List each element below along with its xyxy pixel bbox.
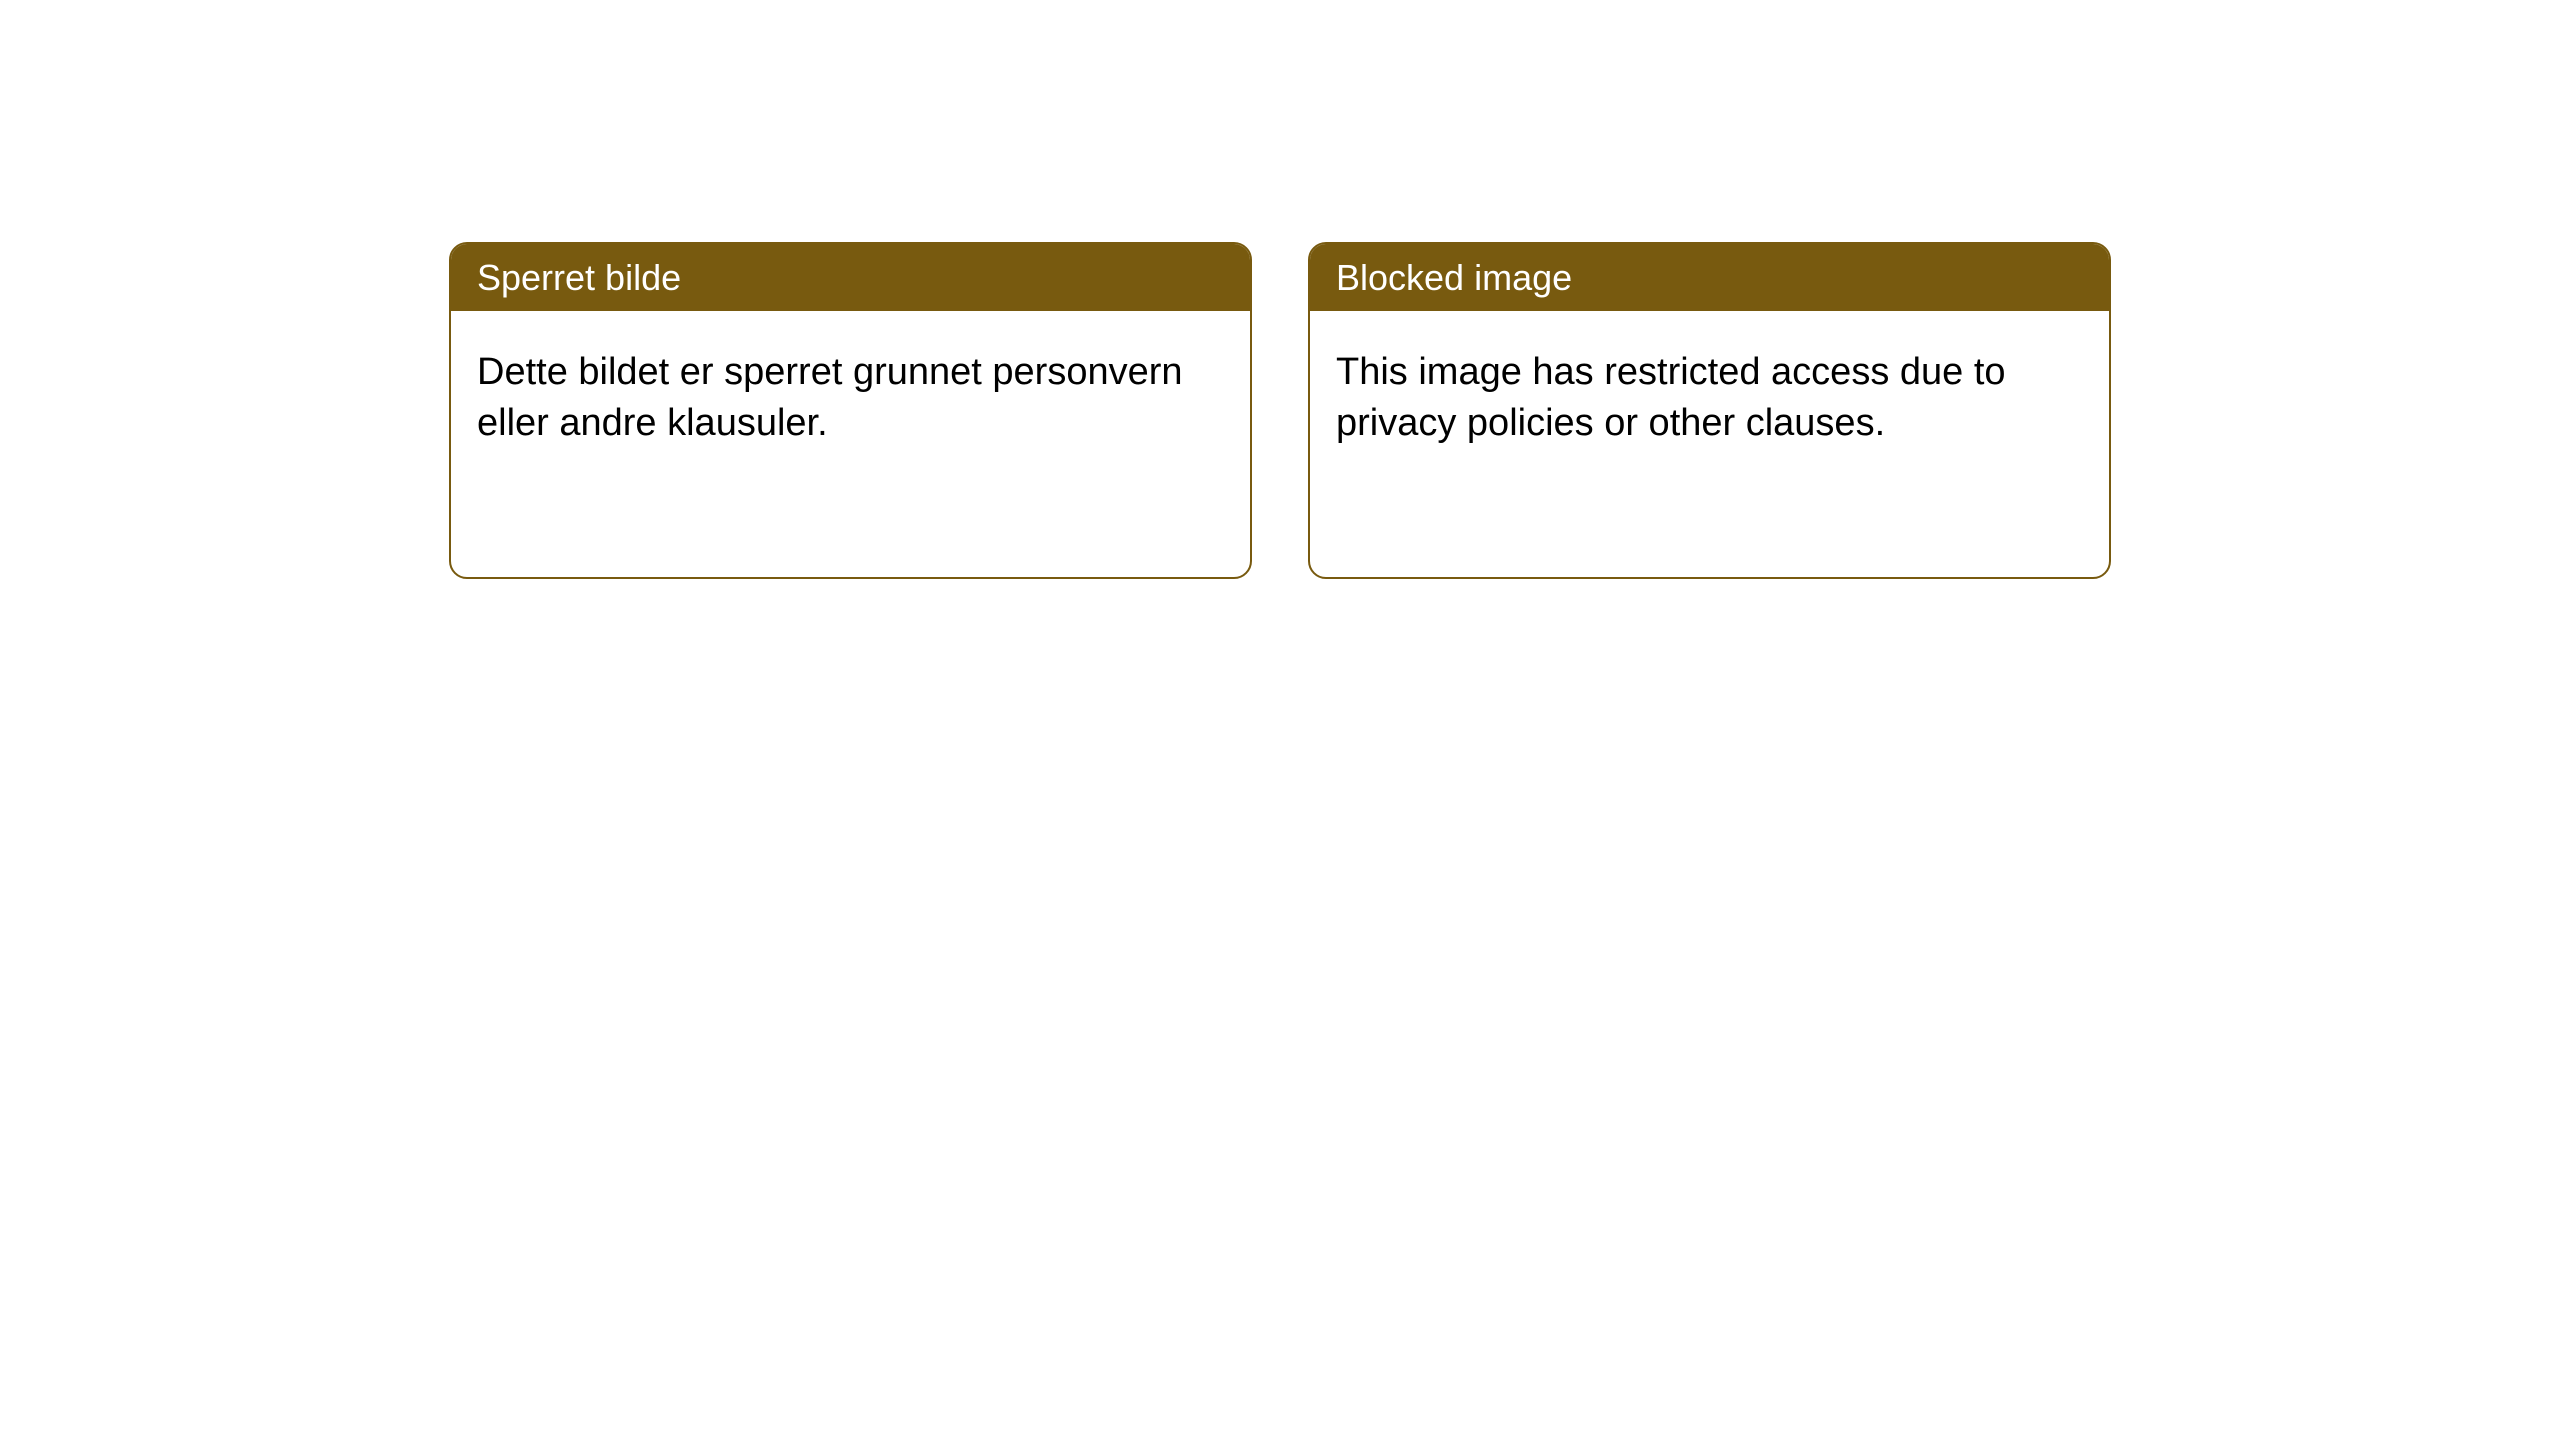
notice-card-english: Blocked image This image has restricted … <box>1308 242 2111 579</box>
notice-container: Sperret bilde Dette bildet er sperret gr… <box>449 242 2111 579</box>
notice-body-english: This image has restricted access due to … <box>1310 311 2109 486</box>
notice-body-norwegian: Dette bildet er sperret grunnet personve… <box>451 311 1250 486</box>
notice-header-english: Blocked image <box>1310 244 2109 311</box>
notice-card-norwegian: Sperret bilde Dette bildet er sperret gr… <box>449 242 1252 579</box>
notice-header-norwegian: Sperret bilde <box>451 244 1250 311</box>
